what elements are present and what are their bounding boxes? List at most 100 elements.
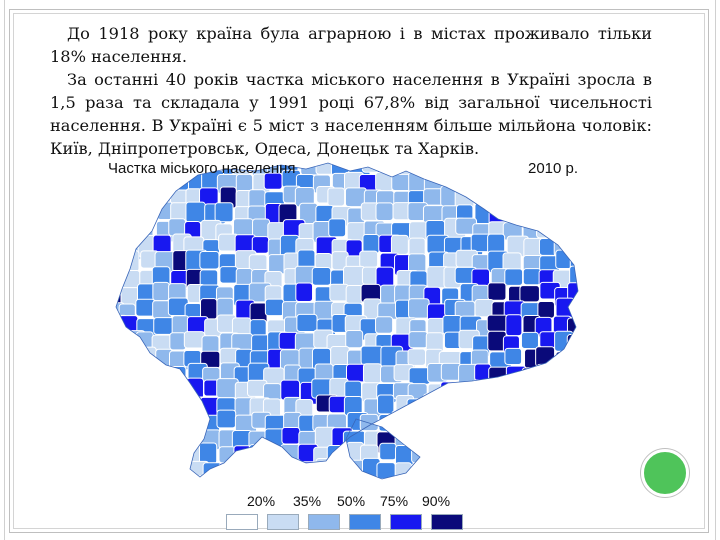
map-region <box>116 412 126 433</box>
map-region <box>138 201 156 220</box>
map-region <box>489 163 509 174</box>
map-region <box>220 473 240 479</box>
map-region <box>410 473 430 479</box>
map-region <box>282 473 300 479</box>
map-region <box>457 478 477 479</box>
map-region <box>522 429 541 452</box>
map-region <box>472 171 491 194</box>
map-region <box>116 234 130 256</box>
map-region <box>153 174 175 195</box>
map-region <box>554 207 573 226</box>
map-region <box>116 220 127 239</box>
map-region <box>567 346 578 367</box>
map-region <box>315 457 338 477</box>
map-region <box>281 458 302 479</box>
map-region <box>185 201 206 223</box>
map-region <box>504 190 526 214</box>
map-region <box>346 474 369 479</box>
map-region <box>570 430 578 448</box>
map-region <box>137 185 158 204</box>
map-region <box>456 411 478 432</box>
map-region <box>394 462 413 479</box>
map-region <box>166 365 187 384</box>
map-region <box>116 187 127 207</box>
map-region <box>504 394 524 416</box>
ukraine-map-svg <box>115 162 579 490</box>
map-region <box>116 364 125 387</box>
map-region <box>567 413 578 436</box>
map-region <box>360 345 384 366</box>
map-region <box>219 266 239 284</box>
map-region <box>537 462 561 479</box>
map-region <box>395 395 415 414</box>
map-region <box>552 186 573 205</box>
map-region <box>407 414 428 435</box>
map-region <box>266 480 282 490</box>
paragraph-urbanization: За останні 40 років частка міського насе… <box>50 70 652 158</box>
map-region <box>553 444 575 465</box>
map-region <box>120 474 139 479</box>
map-region <box>375 202 394 222</box>
map-region <box>442 463 464 479</box>
right-border-line <box>715 0 716 540</box>
map-region <box>233 445 252 466</box>
map-region <box>116 443 130 466</box>
map-region <box>535 447 553 467</box>
map-region <box>504 163 524 177</box>
map-region <box>119 218 142 240</box>
map-outline <box>115 162 579 480</box>
map-region <box>504 268 524 286</box>
map-region <box>412 163 435 177</box>
legend-swatch <box>431 514 463 530</box>
legend-label: 75% <box>380 493 409 509</box>
map-region <box>471 429 489 449</box>
map-region <box>472 379 490 398</box>
map-region <box>249 475 272 479</box>
map-region <box>122 396 144 417</box>
map-region <box>326 462 345 479</box>
map-region <box>538 187 559 206</box>
map-region <box>571 379 578 397</box>
map-region <box>570 362 578 381</box>
map-region <box>568 442 578 461</box>
map-region <box>116 461 126 479</box>
left-border-line <box>4 0 5 540</box>
map-region <box>520 394 539 412</box>
map-region <box>556 462 577 479</box>
map-region <box>550 477 571 479</box>
map-region <box>442 314 462 335</box>
map-region <box>538 396 561 415</box>
map-region <box>474 462 495 479</box>
map-region <box>154 411 172 430</box>
map-region <box>470 478 493 479</box>
map-region <box>120 350 144 372</box>
map-region <box>474 299 495 318</box>
map-region <box>492 394 515 418</box>
map-region <box>375 171 394 192</box>
map-region <box>135 298 156 317</box>
legend-labels: 20% 35% 50% 75% 90% <box>247 493 467 513</box>
map-region <box>362 363 382 384</box>
map-region <box>186 377 204 399</box>
map-region <box>487 282 507 301</box>
map-region <box>440 381 461 401</box>
map-region <box>570 219 578 240</box>
map-region <box>406 398 428 419</box>
map-region <box>524 201 542 223</box>
map-region <box>472 399 495 419</box>
slide-frame-outer <box>9 9 709 533</box>
map-region <box>248 444 268 465</box>
map-region <box>234 477 254 479</box>
map-region <box>553 380 574 401</box>
map-region <box>345 284 364 305</box>
map-region <box>486 314 509 332</box>
map-region <box>116 331 127 351</box>
map-region <box>359 250 379 269</box>
map-region <box>505 460 527 479</box>
map-region <box>170 380 192 401</box>
map-region <box>455 444 474 464</box>
map-region <box>408 171 427 193</box>
map-region <box>123 442 143 462</box>
map-region <box>390 234 409 255</box>
map-region <box>552 428 573 450</box>
